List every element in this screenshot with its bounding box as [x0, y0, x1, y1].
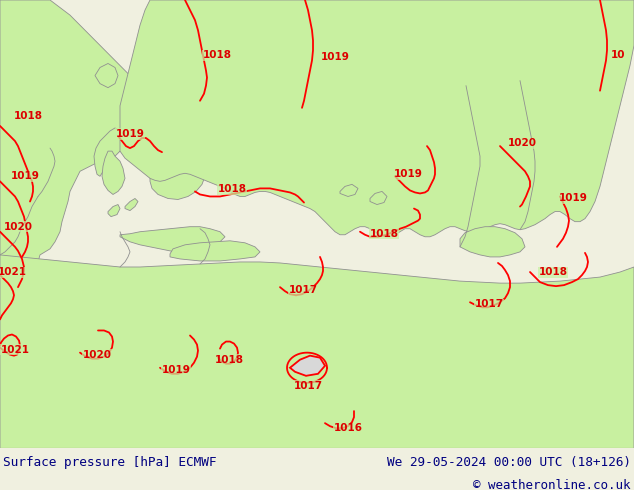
Text: 1021: 1021 [0, 267, 27, 277]
Polygon shape [0, 0, 18, 247]
Text: 1019: 1019 [162, 365, 190, 375]
Text: 1017: 1017 [294, 381, 323, 391]
Text: 1019: 1019 [11, 172, 39, 181]
Text: 1020: 1020 [507, 138, 536, 148]
Polygon shape [150, 166, 205, 199]
Text: 1017: 1017 [474, 299, 503, 309]
Polygon shape [95, 64, 118, 88]
Polygon shape [0, 0, 155, 309]
Polygon shape [102, 151, 125, 195]
Polygon shape [290, 356, 325, 376]
Text: 1021: 1021 [1, 344, 30, 355]
Text: 1019: 1019 [115, 129, 145, 139]
Text: 1018: 1018 [370, 229, 399, 239]
Polygon shape [120, 0, 634, 237]
Polygon shape [94, 128, 128, 176]
Polygon shape [120, 227, 225, 253]
Text: We 29-05-2024 00:00 UTC (18+126): We 29-05-2024 00:00 UTC (18+126) [387, 456, 631, 469]
Polygon shape [170, 241, 260, 261]
Text: 1019: 1019 [559, 194, 588, 203]
Polygon shape [108, 204, 120, 217]
Polygon shape [0, 255, 634, 448]
Text: 1018: 1018 [202, 50, 231, 60]
Text: Surface pressure [hPa] ECMWF: Surface pressure [hPa] ECMWF [3, 456, 217, 469]
Polygon shape [125, 198, 138, 211]
Text: 1016: 1016 [333, 423, 363, 433]
Text: 1020: 1020 [82, 350, 112, 360]
Polygon shape [340, 184, 358, 196]
Polygon shape [290, 356, 325, 376]
Text: 1018: 1018 [217, 184, 247, 195]
Text: 1018: 1018 [214, 355, 243, 365]
Text: 10: 10 [611, 50, 625, 60]
Text: 1018: 1018 [13, 111, 42, 121]
Text: 1018: 1018 [538, 267, 567, 277]
Text: 1019: 1019 [321, 52, 349, 62]
Text: © weatheronline.co.uk: © weatheronline.co.uk [474, 479, 631, 490]
Polygon shape [460, 227, 525, 257]
Polygon shape [370, 192, 387, 204]
Text: 1017: 1017 [288, 285, 318, 295]
Text: 1019: 1019 [394, 170, 422, 179]
Text: 1020: 1020 [4, 221, 32, 232]
